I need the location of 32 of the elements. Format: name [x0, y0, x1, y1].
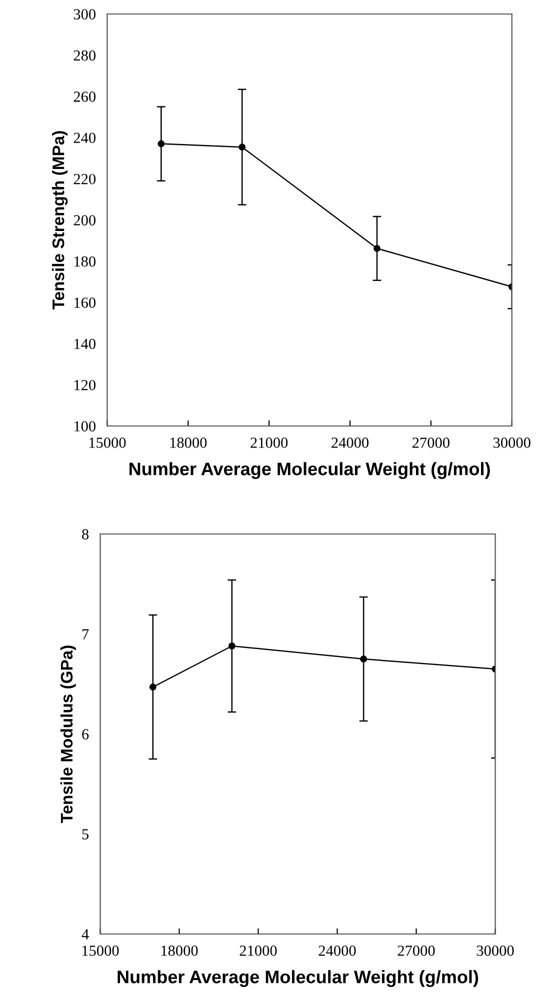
x-tick-label: 18000 [161, 946, 198, 956]
y-tick-label: 8 [82, 529, 89, 540]
y-tick-label: 260 [74, 92, 96, 102]
x-tick-label: 30000 [494, 438, 530, 448]
y-tick-label: 7 [82, 629, 89, 640]
x-tick-label: 24000 [332, 438, 369, 448]
x-tick-label: 21000 [240, 946, 277, 956]
x-tick-label: 15000 [82, 946, 119, 956]
y-tick-label: 4 [82, 929, 89, 940]
x-axis-title: Number Average Molecular Weight (g/mol) [130, 462, 490, 479]
x-tick-label: 18000 [170, 438, 207, 448]
y-tick-label: 140 [74, 338, 96, 350]
y-tick-label: 100 [74, 421, 96, 432]
x-tick-label: 27000 [398, 946, 435, 956]
x-tick-label: 30000 [476, 946, 514, 956]
y-tick-label: 120 [74, 380, 96, 390]
y-tick-label: 6 [82, 729, 89, 740]
y-tick-label: 5 [82, 829, 89, 840]
x-tick-label: 15000 [89, 438, 126, 448]
y-tick-label: 240 [74, 132, 96, 144]
x-tick-label: 21000 [250, 438, 288, 448]
x-axis-title: Number Average Molecular Weight (g/mol) [118, 970, 478, 987]
x-tick-label: 27000 [412, 438, 450, 448]
y-tick-label: 220 [74, 174, 96, 184]
y-tick-label: 200 [74, 215, 96, 226]
y-tick-label: 160 [74, 298, 96, 308]
y-axis-title: Tensile Strength (MPa) [52, 131, 68, 310]
y-axis-title: Tensile Modulus (GPa) [60, 646, 76, 824]
x-tick-label: 24000 [318, 946, 356, 956]
y-tick-label: 280 [74, 50, 96, 61]
y-tick-label: 300 [74, 9, 96, 20]
y-tick-label: 180 [74, 256, 96, 267]
